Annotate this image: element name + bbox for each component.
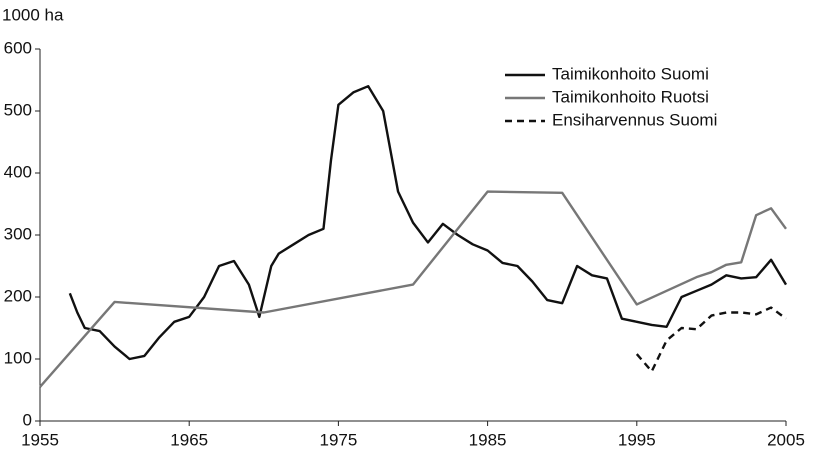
series-line bbox=[635, 306, 787, 373]
series-line bbox=[68, 85, 788, 361]
y-axis-label: 1000 ha bbox=[2, 5, 64, 24]
x-tick-label: 1985 bbox=[469, 430, 507, 449]
x-tick-label: 1975 bbox=[319, 430, 357, 449]
x-tick-label: 1995 bbox=[618, 430, 656, 449]
x-tick-label: 1965 bbox=[170, 430, 208, 449]
y-tick-label: 500 bbox=[4, 100, 32, 119]
series-line bbox=[39, 190, 787, 388]
y-tick-label: 300 bbox=[4, 224, 32, 243]
y-tick-label: 100 bbox=[4, 348, 32, 367]
legend-label: Ensiharvennus Suomi bbox=[552, 110, 717, 129]
y-tick-label: 0 bbox=[23, 410, 32, 429]
x-tick-label: 1955 bbox=[21, 430, 59, 449]
legend-label: Taimikonhoito Ruotsi bbox=[552, 87, 709, 106]
y-tick-label: 400 bbox=[4, 162, 32, 181]
y-tick-label: 200 bbox=[4, 286, 32, 305]
x-tick-label: 2005 bbox=[767, 430, 805, 449]
y-tick-label: 600 bbox=[4, 38, 32, 57]
legend-label: Taimikonhoito Suomi bbox=[552, 64, 709, 83]
